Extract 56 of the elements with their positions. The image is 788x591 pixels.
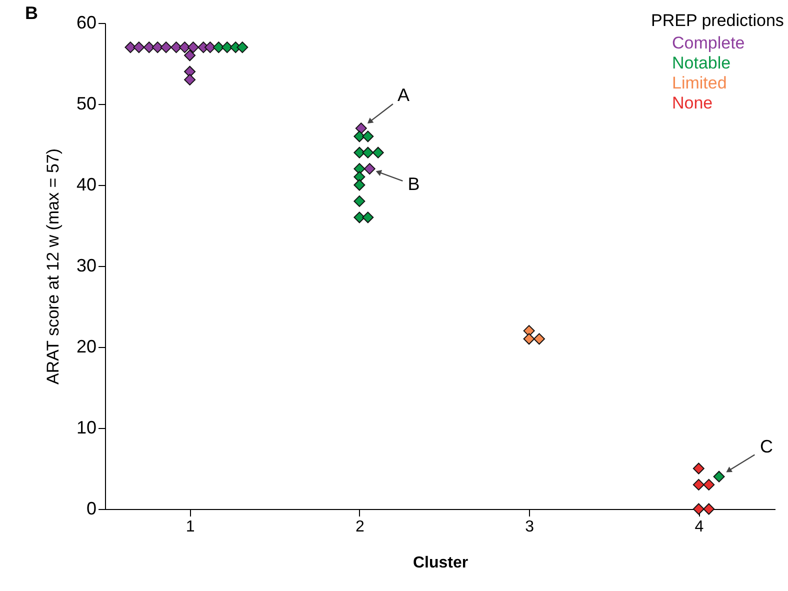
point: [212, 42, 224, 54]
text: None: [672, 94, 713, 112]
legend-title: PREP predictions: [651, 11, 784, 30]
point: [354, 130, 366, 142]
x-tick-label: 1: [186, 518, 195, 536]
point: [184, 66, 196, 78]
point: [354, 179, 366, 191]
point: [354, 195, 366, 207]
point: [170, 42, 182, 54]
point: [355, 122, 367, 134]
y-tick-label: 30: [76, 256, 96, 276]
point: [692, 478, 704, 490]
point: [364, 163, 376, 175]
y-tick-label: 50: [76, 94, 96, 114]
text: Limited: [672, 74, 727, 92]
point: [523, 333, 535, 345]
point: [124, 42, 136, 54]
annotation: C: [760, 436, 774, 456]
annotation: B: [408, 174, 420, 194]
point: [160, 42, 172, 54]
x-tick-label: 4: [694, 518, 704, 536]
point: [354, 146, 366, 158]
y-axis-title: ARAT score at 12 w (max = 57): [43, 148, 62, 385]
y-tick-label: 10: [76, 418, 96, 438]
x-tick-label: 3: [525, 518, 534, 536]
point: [692, 462, 704, 474]
point: [187, 42, 199, 54]
point: [236, 42, 248, 54]
chart-title: B: [25, 3, 38, 23]
x-axis-title: Cluster: [412, 554, 468, 572]
point: [184, 50, 196, 62]
y-tick-label: 40: [76, 174, 96, 194]
y-tick-label: 0: [86, 498, 96, 518]
point: [152, 42, 164, 54]
point: [221, 42, 233, 54]
text: Complete: [672, 34, 745, 52]
point: [703, 503, 715, 515]
x-tick-label: 2: [355, 518, 364, 536]
point: [204, 42, 216, 54]
point: [143, 42, 155, 54]
y-tick-label: 20: [76, 336, 96, 356]
point: [533, 333, 545, 345]
point: [178, 42, 190, 54]
point: [703, 478, 715, 490]
point: [362, 130, 374, 142]
point: [362, 146, 374, 158]
point: [713, 470, 725, 482]
point: [362, 212, 374, 224]
y-tick-label: 60: [76, 12, 96, 32]
point: [354, 212, 366, 224]
point: [184, 74, 196, 86]
point: [133, 42, 145, 54]
point: [372, 146, 384, 158]
annotation: A: [398, 84, 410, 105]
text: Notable: [672, 54, 731, 72]
point: [692, 503, 704, 515]
